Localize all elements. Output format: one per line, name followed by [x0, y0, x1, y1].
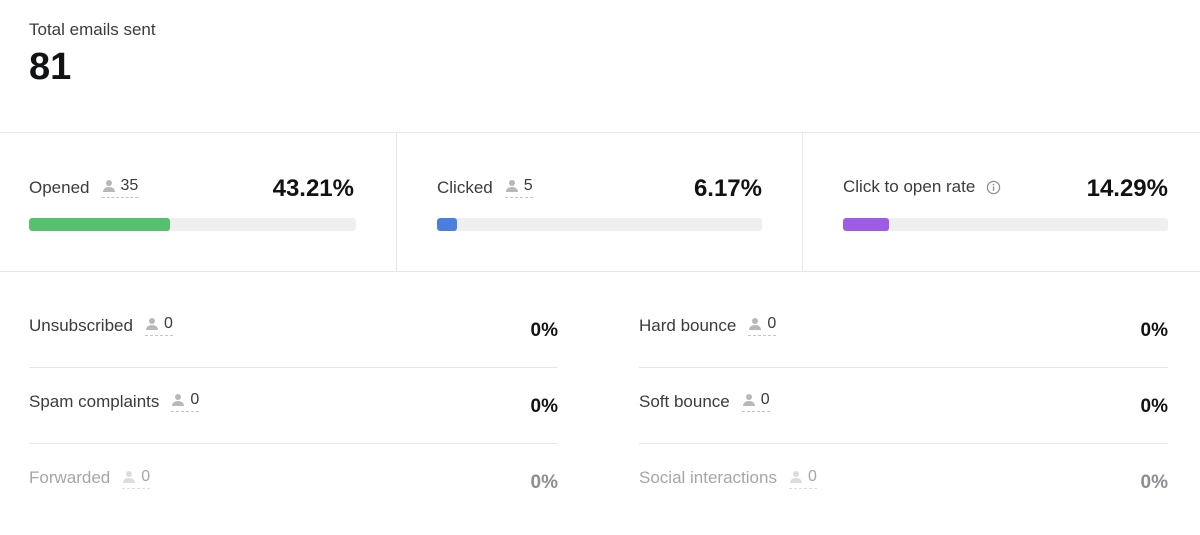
- count-value: 0: [190, 391, 200, 408]
- social-interactions-count: 0: [788, 467, 817, 489]
- total-emails-summary: Total emails sent 81: [29, 19, 156, 89]
- stat-label: Soft bounce: [639, 391, 730, 411]
- clicked-recipients-count[interactable]: 5: [504, 177, 533, 198]
- opened-progress-fill: [29, 218, 171, 231]
- stat-social-interactions: Social interactions 0 0%: [639, 444, 1168, 520]
- metric-clicked-percent: 6.17%: [693, 175, 762, 202]
- stats-left-column: Unsubscribed 0 0% Spam complaints 0 0% F…: [29, 292, 558, 520]
- stat-percent: 0%: [1140, 472, 1168, 493]
- person-icon: [789, 470, 802, 483]
- stat-percent: 0%: [1140, 396, 1168, 417]
- count-value: 0: [760, 391, 770, 408]
- stat-label: Unsubscribed: [29, 315, 133, 335]
- count-value: 35: [120, 177, 139, 194]
- info-icon[interactable]: [986, 180, 1001, 195]
- stat-percent: 0%: [530, 396, 558, 417]
- opened-progress-bar: [29, 218, 356, 231]
- person-icon: [102, 180, 115, 192]
- stat-label: Spam complaints: [29, 391, 160, 411]
- stat-percent: 0%: [1140, 320, 1168, 341]
- metric-click-to-open: Click to open rate 14.29%: [803, 133, 1200, 271]
- metric-clicked-label: Clicked: [437, 177, 493, 197]
- stat-soft-bounce: Soft bounce 0 0%: [639, 368, 1168, 444]
- engagement-metrics: Opened 35 43.21% Clicked 5 6.17% Click t…: [0, 132, 1200, 272]
- person-icon: [742, 394, 755, 406]
- clicked-progress-bar: [437, 218, 762, 231]
- stat-percent: 0%: [530, 320, 558, 341]
- stat-label: Hard bounce: [639, 315, 737, 335]
- total-emails-label: Total emails sent: [29, 20, 156, 39]
- click-to-open-progress-bar: [843, 218, 1168, 231]
- person-icon: [749, 318, 762, 330]
- count-value: 0: [767, 315, 777, 332]
- count-value: 0: [141, 467, 151, 485]
- total-emails-value: 81: [29, 46, 72, 88]
- metric-click-to-open-label: Click to open rate: [843, 177, 976, 196]
- clicked-progress-fill: [437, 218, 458, 231]
- count-value: 0: [807, 467, 817, 485]
- metric-opened-percent: 43.21%: [272, 175, 354, 202]
- stat-unsubscribed: Unsubscribed 0 0%: [29, 292, 558, 368]
- metric-click-to-open-percent: 14.29%: [1086, 175, 1168, 202]
- metric-opened-label: Opened: [29, 177, 90, 197]
- stat-label: Forwarded: [29, 468, 111, 487]
- count-value: 5: [523, 177, 533, 194]
- stat-forwarded: Forwarded 0 0%: [29, 444, 558, 520]
- unsubscribed-count[interactable]: 0: [144, 315, 173, 336]
- person-icon: [505, 180, 518, 192]
- person-icon: [123, 470, 136, 483]
- stat-label: Social interactions: [639, 468, 777, 487]
- person-icon: [172, 394, 185, 406]
- forwarded-count: 0: [122, 467, 151, 489]
- stats-right-column: Hard bounce 0 0% Soft bounce 0 0% Social…: [639, 292, 1168, 520]
- metric-opened: Opened 35 43.21%: [0, 133, 397, 271]
- stat-hard-bounce: Hard bounce 0 0%: [639, 292, 1168, 368]
- person-icon: [145, 318, 158, 330]
- metric-clicked: Clicked 5 6.17%: [397, 133, 803, 271]
- opened-recipients-count[interactable]: 35: [101, 177, 139, 198]
- click-to-open-progress-fill: [843, 218, 890, 231]
- stat-percent: 0%: [530, 472, 558, 493]
- spam-complaints-count[interactable]: 0: [171, 391, 200, 412]
- stat-spam-complaints: Spam complaints 0 0%: [29, 368, 558, 444]
- count-value: 0: [163, 315, 173, 332]
- soft-bounce-count[interactable]: 0: [741, 391, 770, 412]
- hard-bounce-count[interactable]: 0: [748, 315, 777, 336]
